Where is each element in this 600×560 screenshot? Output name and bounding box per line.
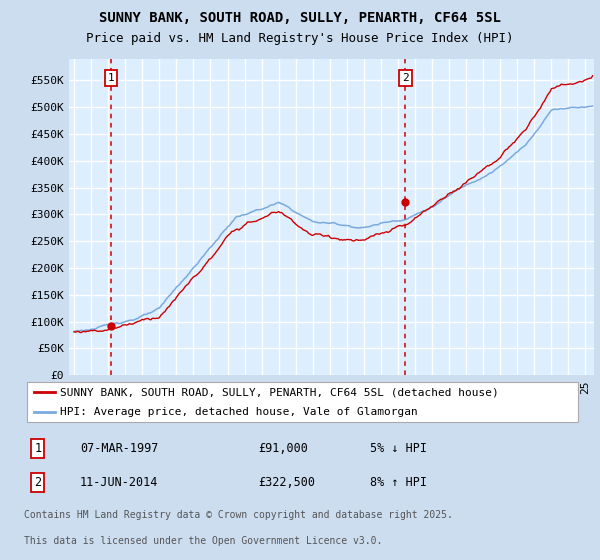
Text: £322,500: £322,500 [259, 475, 316, 489]
Text: 11-JUN-2014: 11-JUN-2014 [80, 475, 158, 489]
Text: 8% ↑ HPI: 8% ↑ HPI [370, 475, 427, 489]
Text: 5% ↓ HPI: 5% ↓ HPI [370, 442, 427, 455]
Text: 2: 2 [402, 73, 409, 83]
Text: 2: 2 [34, 475, 41, 489]
Text: Contains HM Land Registry data © Crown copyright and database right 2025.: Contains HM Land Registry data © Crown c… [24, 510, 453, 520]
Text: SUNNY BANK, SOUTH ROAD, SULLY, PENARTH, CF64 5SL: SUNNY BANK, SOUTH ROAD, SULLY, PENARTH, … [99, 11, 501, 25]
Text: £91,000: £91,000 [259, 442, 308, 455]
Text: 1: 1 [108, 73, 115, 83]
Text: Price paid vs. HM Land Registry's House Price Index (HPI): Price paid vs. HM Land Registry's House … [86, 32, 514, 45]
Text: This data is licensed under the Open Government Licence v3.0.: This data is licensed under the Open Gov… [24, 536, 382, 546]
Text: 1: 1 [34, 442, 41, 455]
FancyBboxPatch shape [27, 382, 578, 422]
Text: 07-MAR-1997: 07-MAR-1997 [80, 442, 158, 455]
Text: HPI: Average price, detached house, Vale of Glamorgan: HPI: Average price, detached house, Vale… [60, 407, 418, 417]
Text: SUNNY BANK, SOUTH ROAD, SULLY, PENARTH, CF64 5SL (detached house): SUNNY BANK, SOUTH ROAD, SULLY, PENARTH, … [60, 387, 499, 397]
